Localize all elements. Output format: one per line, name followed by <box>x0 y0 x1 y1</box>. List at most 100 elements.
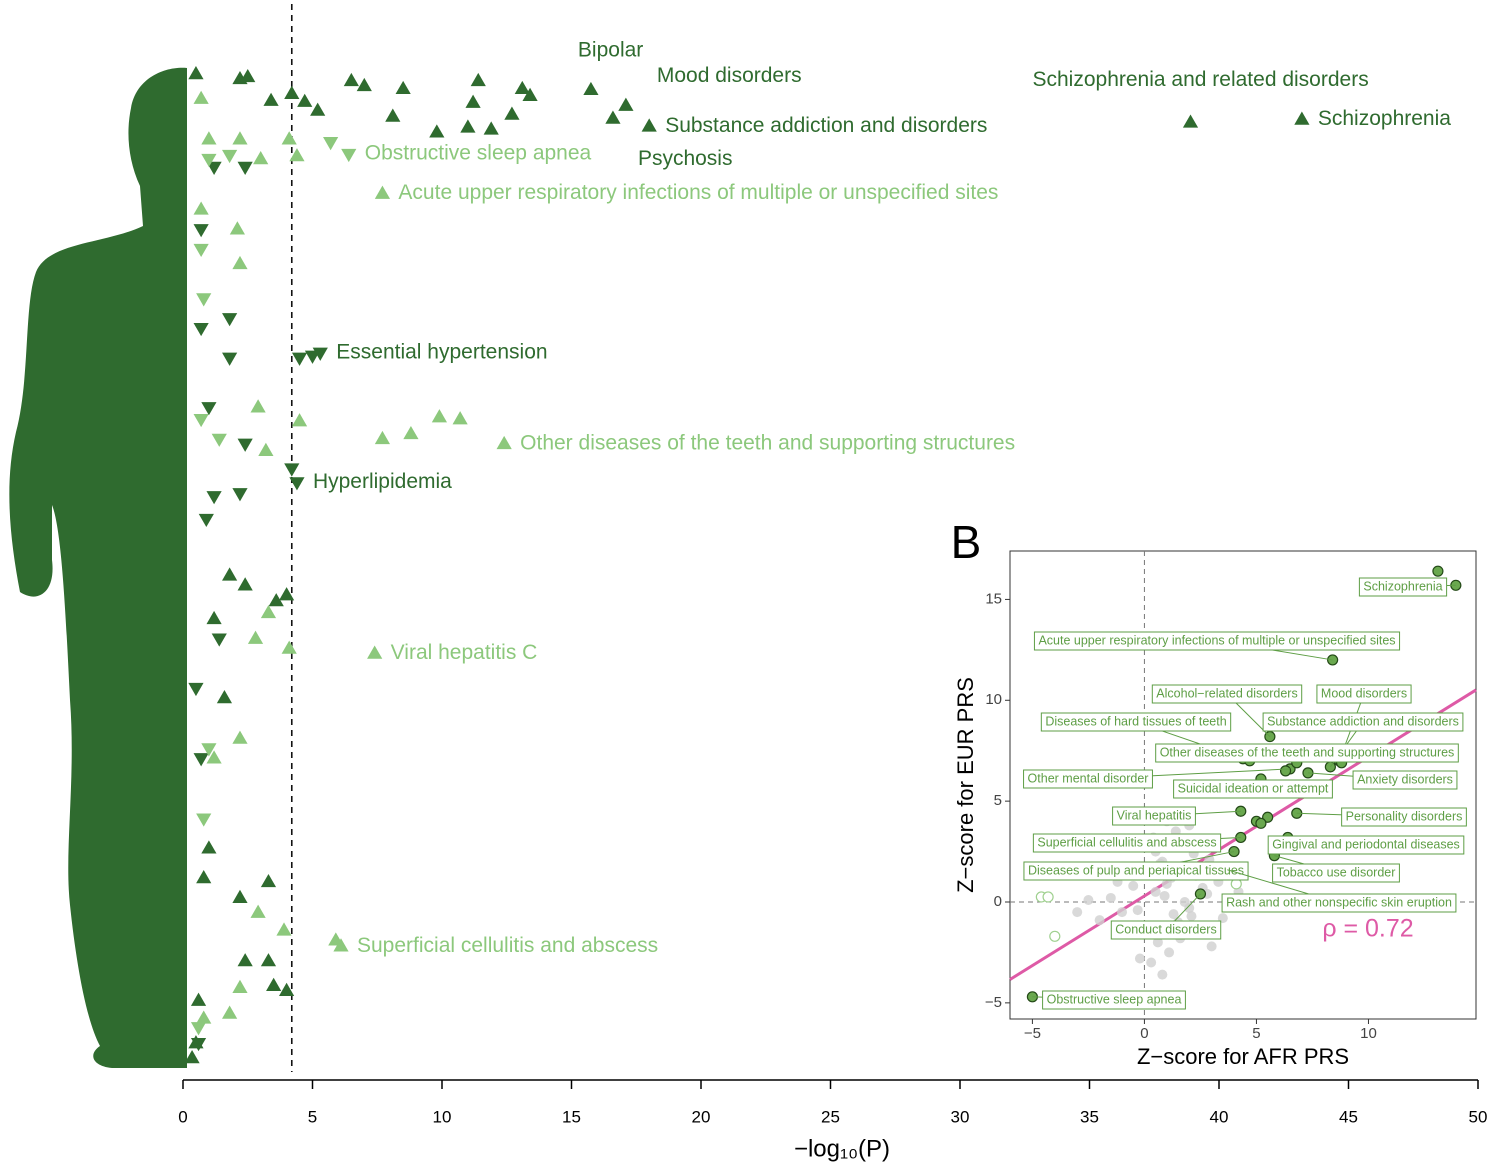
triangle-point <box>258 442 274 456</box>
point <box>1128 880 1139 891</box>
triangle-point <box>188 66 204 80</box>
triangle-point <box>284 463 300 477</box>
point <box>1094 915 1105 926</box>
x-tick-label: 20 <box>692 1107 711 1126</box>
triangle-point <box>367 645 383 659</box>
label-box <box>1221 893 1457 913</box>
triangle-point <box>605 110 621 124</box>
label-box <box>1267 835 1465 855</box>
label-box <box>1040 712 1232 732</box>
x-tick-label: 45 <box>1339 1107 1358 1126</box>
point-label-box: Mood disorders <box>1316 684 1412 704</box>
point-label-box: Other diseases of the teeth and supporti… <box>1155 743 1459 763</box>
point <box>1134 953 1145 964</box>
x-tick-label: 10 <box>433 1107 452 1126</box>
point <box>1105 892 1116 903</box>
triangle-point <box>237 438 253 452</box>
label-box <box>1032 833 1222 853</box>
point-label: Substance addiction and disorders <box>1267 714 1459 728</box>
triangle-point <box>374 185 391 199</box>
triangle-point <box>260 953 277 967</box>
label-box <box>1151 684 1303 704</box>
triangle-point <box>198 513 214 528</box>
triangle-point <box>247 630 264 644</box>
label-box <box>1352 770 1458 790</box>
triangle-point <box>188 682 204 697</box>
triangle-point <box>1294 111 1310 125</box>
triangle-point <box>211 633 227 647</box>
triangle-point <box>193 224 209 238</box>
triangle-point <box>276 922 292 936</box>
triangle-point <box>216 690 233 704</box>
point-label: Viral hepatitis C <box>391 641 538 664</box>
label-box <box>1358 577 1448 597</box>
point <box>1164 947 1175 958</box>
x-tick-label: 50 <box>1469 1107 1488 1126</box>
triangle-point <box>260 873 277 888</box>
x-axis-label: Z−score for AFR PRS <box>1137 1044 1349 1069</box>
point <box>1186 911 1197 922</box>
y-tick-label: 10 <box>985 691 1002 708</box>
point-label-box: Tobacco use disorder <box>1272 863 1400 883</box>
triangle-point <box>196 293 212 307</box>
triangle-point <box>403 425 419 440</box>
triangle-point <box>291 413 308 427</box>
triangle-point <box>201 153 217 168</box>
triangle-point <box>206 750 222 764</box>
point-label-box: Personality disorders <box>1341 807 1467 827</box>
triangle-point <box>641 118 657 132</box>
point-label: Bipolar <box>578 38 643 61</box>
triangle-point <box>504 106 520 120</box>
x-tick-label: 35 <box>1080 1107 1099 1126</box>
point-label: Acute upper respiratory infections of mu… <box>1038 633 1395 647</box>
triangle-point <box>250 904 266 918</box>
x-tick-label: 25 <box>821 1107 840 1126</box>
triangle-point <box>470 72 486 87</box>
triangle-point <box>281 640 297 654</box>
point-label: Hyperlipidemia <box>313 470 452 493</box>
x-tick-label: −5 <box>1024 1025 1041 1042</box>
triangle-point <box>618 97 634 111</box>
triangle-point <box>232 255 248 270</box>
panel-label: B <box>951 516 982 568</box>
triangle-point <box>483 121 499 135</box>
x-tick-label: 5 <box>1252 1025 1260 1042</box>
triangle-point <box>206 610 222 625</box>
triangle-point <box>310 102 326 116</box>
point <box>1161 878 1172 889</box>
point-label: Other diseases of the teeth and supporti… <box>1160 745 1455 759</box>
x-tick-label: 10 <box>1360 1025 1377 1042</box>
label-box <box>1033 631 1401 651</box>
x-tick-label: 0 <box>178 1107 187 1126</box>
point-label: Other diseases of the teeth and supporti… <box>520 431 1015 454</box>
point-label: Mood disorders <box>1321 686 1407 700</box>
triangle-point <box>514 80 530 95</box>
triangle-point <box>304 350 321 364</box>
triangle-point <box>193 243 209 258</box>
point-label: Essential hypertension <box>336 340 547 363</box>
point-label: Obstructive sleep apnea <box>365 142 592 165</box>
label-box <box>1110 920 1222 940</box>
triangle-point <box>190 1037 207 1052</box>
triangle-point <box>240 68 256 83</box>
point <box>1150 886 1161 897</box>
triangle-point <box>429 124 445 138</box>
point-label-box: Other mental disorder <box>1023 769 1153 789</box>
point-label: Schizophrenia and related disorders <box>1033 68 1369 91</box>
point-label: Gingival and periodontal diseases <box>1272 837 1460 851</box>
x-tick-label: 5 <box>308 1107 317 1126</box>
x-tick-label: 30 <box>951 1107 970 1126</box>
point-label: Other mental disorder <box>1028 771 1149 785</box>
triangle-point <box>237 577 253 591</box>
label-box <box>1316 684 1412 704</box>
point-label: Mood disorders <box>657 64 802 87</box>
triangle-point <box>1182 114 1199 128</box>
y-tick-label: −5 <box>985 994 1002 1011</box>
label-box <box>1023 769 1153 789</box>
triangle-point <box>237 953 253 967</box>
y-tick-label: 0 <box>994 893 1002 910</box>
y-tick-label: 5 <box>994 792 1002 809</box>
point-label: Diseases of pulp and periapical tissues <box>1028 863 1244 877</box>
triangle-point <box>211 433 227 447</box>
triangle-point <box>323 137 339 151</box>
